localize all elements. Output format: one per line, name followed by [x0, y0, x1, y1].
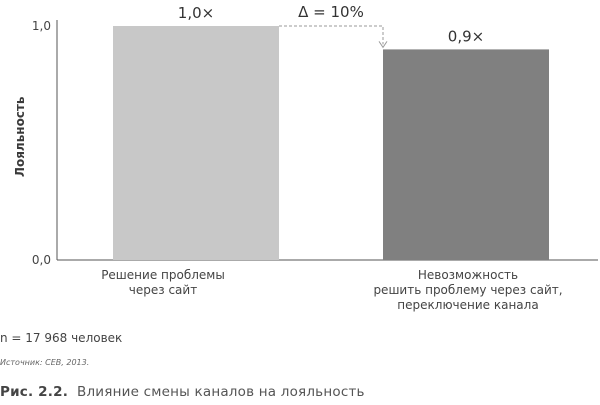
y-tick-label: 1,0 [32, 19, 51, 33]
y-axis-label: Лояльность [13, 96, 27, 177]
y-tick-label: 0,0 [32, 253, 51, 267]
bar-chart: 0,0 1,0 1,0× 0,9× Решение проблемы через сайт… [32, 3, 598, 312]
delta-annotation: Δ = 10% [298, 3, 364, 21]
figure-caption: Рис. 2.2. Влияние смены каналов на лояль… [0, 384, 365, 400]
figure-number: Рис. 2.2. [0, 384, 69, 400]
delta-arrow-icon [378, 41, 388, 49]
data-label: 1,0× [178, 4, 214, 22]
x-tick-label: Невозможность решить проблему через сайт,… [373, 268, 562, 312]
x-tick-label: Решение проблемы через сайт [101, 268, 225, 297]
bar [113, 26, 279, 260]
bar [383, 49, 549, 261]
data-label: 0,9× [448, 27, 484, 45]
delta-connector [279, 25, 384, 45]
figure-title: Влияние смены каналов на лояльность [77, 384, 365, 400]
sample-size-note: n = 17 968 человек [0, 331, 123, 345]
source-note: Источник: CEB, 2013. [0, 358, 90, 367]
